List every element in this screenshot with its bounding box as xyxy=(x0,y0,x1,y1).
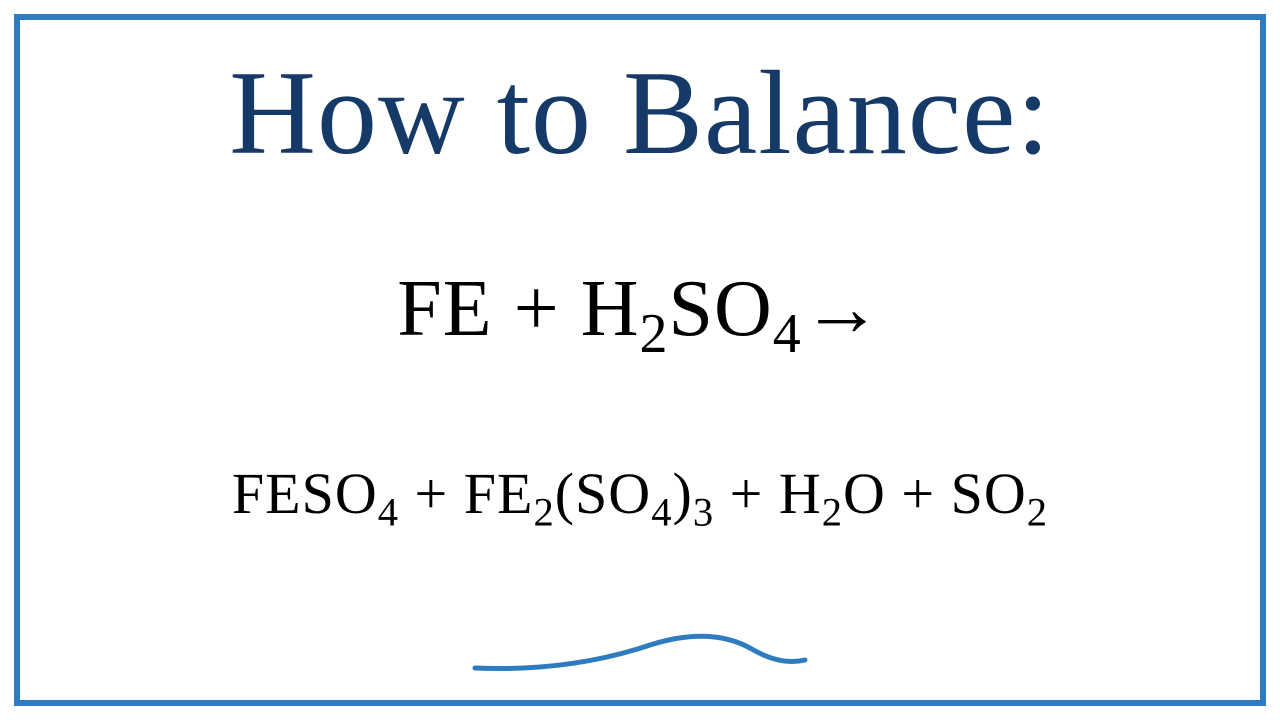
formula-feso4: FESO4 xyxy=(232,461,399,526)
equation-reactants: FE + H2SO4 → xyxy=(397,264,883,366)
formula-fe: FE xyxy=(397,265,492,353)
decorative-squiggle xyxy=(470,620,810,680)
formula-so2: SO2 xyxy=(951,461,1048,526)
reaction-arrow: → xyxy=(802,264,883,355)
content-frame: How to Balance: FE + H2SO4 → FESO4 + FE2… xyxy=(14,14,1266,706)
formula-h2o: H2O xyxy=(779,461,886,526)
formula-fe2so43: FE2(SO4)3 xyxy=(464,461,714,526)
page-title: How to Balance: xyxy=(229,44,1050,182)
equation-products: FESO4 + FE2(SO4)3 + H2O + SO2 xyxy=(232,460,1048,536)
formula-h2so4: H2SO4 xyxy=(581,265,802,353)
